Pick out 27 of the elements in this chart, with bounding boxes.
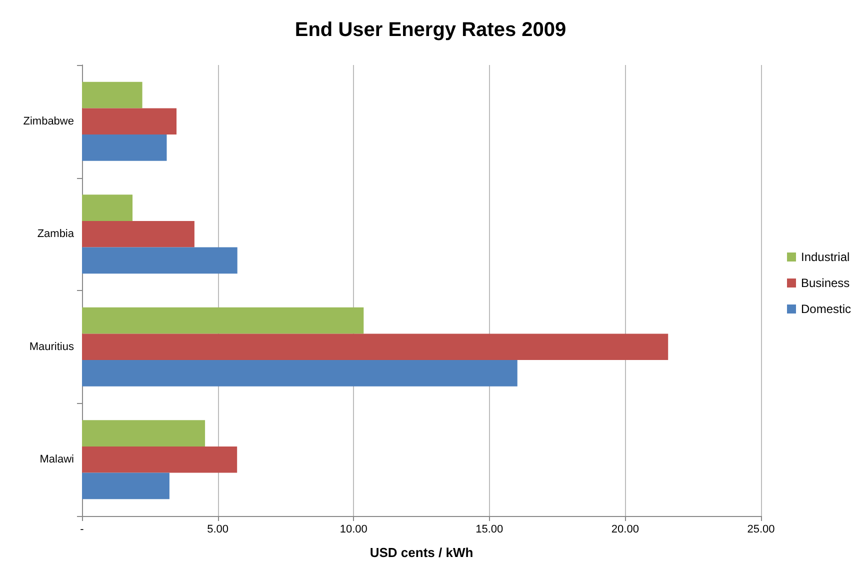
x-tick-label: 5.00 xyxy=(207,524,229,536)
x-tick-label: 15.00 xyxy=(476,524,504,536)
bar xyxy=(82,108,177,135)
bar xyxy=(82,360,518,386)
bar xyxy=(82,334,668,360)
legend-label: Industrial xyxy=(800,250,850,264)
x-tick-label: - xyxy=(80,524,84,536)
chart-title: End User Energy Rates 2009 xyxy=(294,19,566,41)
x-tick-label: 25.00 xyxy=(747,524,775,536)
x-tick-label: 20.00 xyxy=(611,524,639,536)
legend-label: Business xyxy=(800,276,850,290)
y-tick-label: Zambia xyxy=(37,228,75,240)
bar xyxy=(82,472,170,500)
bar xyxy=(82,220,194,248)
y-tick-label: Zimbabwe xyxy=(23,115,74,128)
x-tick-label: 10.00 xyxy=(340,524,368,536)
bar xyxy=(82,194,133,221)
bar xyxy=(82,446,238,473)
x-axis-title: USD cents / kWh xyxy=(370,545,474,560)
legend-label: Domestic xyxy=(800,302,852,316)
bar xyxy=(82,82,142,108)
bar xyxy=(82,420,206,446)
y-tick-label: Mauritius xyxy=(29,340,74,353)
bar xyxy=(82,134,167,161)
y-tick-label: Malawi xyxy=(40,454,74,466)
bar xyxy=(82,247,238,274)
bar xyxy=(82,307,364,334)
